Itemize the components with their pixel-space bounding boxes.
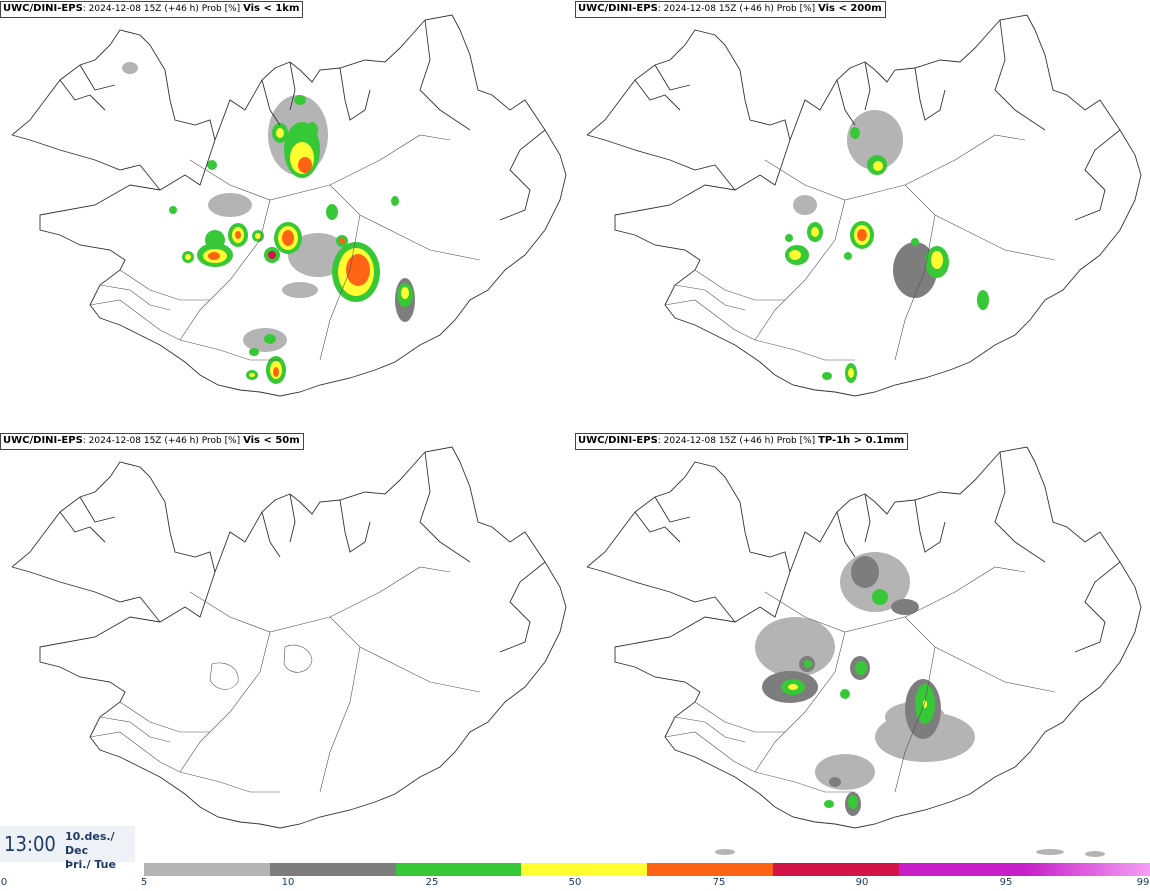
iceland-map — [11, 446, 567, 829]
coastline — [11, 446, 567, 829]
legend-segment — [772, 863, 899, 876]
legend-segment — [521, 863, 648, 876]
legend-segment — [898, 863, 1025, 876]
legend-tick-label: 95 — [999, 877, 1013, 888]
panel-title: UWC/DINI-EPS: 2024-12-08 15Z (+46 h) Pro… — [0, 1, 304, 18]
run-info: 2024-12-08 15Z (+46 h) Prob [%] — [88, 436, 241, 446]
model-name: UWC/DINI-EPS — [578, 3, 658, 14]
run-info: 2024-12-08 15Z (+46 h) Prob [%] — [663, 436, 816, 446]
run-info: 2024-12-08 15Z (+46 h) Prob [%] — [88, 4, 241, 14]
panel-title: UWC/DINI-EPS: 2024-12-08 15Z (+46 h) Pro… — [575, 433, 909, 450]
panel-title: UWC/DINI-EPS: 2024-12-08 15Z (+46 h) Pro… — [575, 1, 886, 18]
legend-segment — [269, 863, 396, 876]
date-line-1: 10.des./ Dec — [65, 830, 115, 857]
date-line-2: Þri./ Tue — [65, 858, 116, 871]
legend-tick-label: 25 — [425, 877, 439, 888]
legend-tick-label: 75 — [712, 877, 726, 888]
coastline — [586, 446, 1142, 829]
iceland-map — [11, 14, 567, 397]
iceland-map — [586, 14, 1142, 397]
legend-tick-label: 0 — [0, 877, 8, 888]
region-boundaries — [89, 134, 481, 361]
legend-tick-label: 99 — [1136, 877, 1150, 888]
legend-colorbar — [144, 863, 1150, 876]
run-info: 2024-12-08 15Z (+46 h) Prob [%] — [663, 4, 816, 14]
variable-name: TP-1h > 0.1mm — [818, 435, 905, 446]
model-name: UWC/DINI-EPS — [3, 435, 83, 446]
map-panel-vis-1km: UWC/DINI-EPS: 2024-12-08 15Z (+46 h) Pro… — [0, 0, 575, 430]
probability-fields — [755, 552, 975, 816]
variable-name: Vis < 1km — [243, 3, 300, 14]
coastline — [11, 14, 567, 397]
map-panel-vis-200m: UWC/DINI-EPS: 2024-12-08 15Z (+46 h) Pro… — [575, 0, 1150, 430]
valid-time: 13:00 — [4, 832, 56, 856]
model-name: UWC/DINI-EPS — [3, 3, 83, 14]
region-boundaries — [664, 134, 1056, 361]
legend-segment — [395, 863, 522, 876]
legend-tick-label: 90 — [855, 877, 869, 888]
legend-tick-label: 50 — [568, 877, 582, 888]
region-boundaries — [89, 566, 481, 793]
legend-segment — [1024, 863, 1150, 876]
iceland-map — [586, 446, 1142, 857]
variable-name: Vis < 50m — [243, 435, 300, 446]
valid-time-box: 13:00 10.des./ Dec Þri./ Tue — [0, 826, 135, 871]
valid-date: 10.des./ Dec Þri./ Tue — [65, 830, 135, 872]
model-name: UWC/DINI-EPS — [578, 435, 658, 446]
legend-segment — [647, 863, 774, 876]
coastline — [586, 14, 1142, 397]
panel-title: UWC/DINI-EPS: 2024-12-08 15Z (+46 h) Pro… — [0, 433, 304, 450]
map-panel-vis-50m: UWC/DINI-EPS: 2024-12-08 15Z (+46 h) Pro… — [0, 432, 575, 862]
map-panel-tp-1h: UWC/DINI-EPS: 2024-12-08 15Z (+46 h) Pro… — [575, 432, 1150, 862]
offshore-precip — [715, 849, 1105, 857]
region-boundaries — [664, 566, 1056, 793]
legend-tick-label: 10 — [281, 877, 295, 888]
variable-name: Vis < 200m — [818, 3, 882, 14]
legend-tick-label: 5 — [140, 877, 148, 888]
probability-fields — [785, 110, 989, 383]
probability-fields — [122, 62, 415, 384]
legend-segment — [144, 863, 271, 876]
